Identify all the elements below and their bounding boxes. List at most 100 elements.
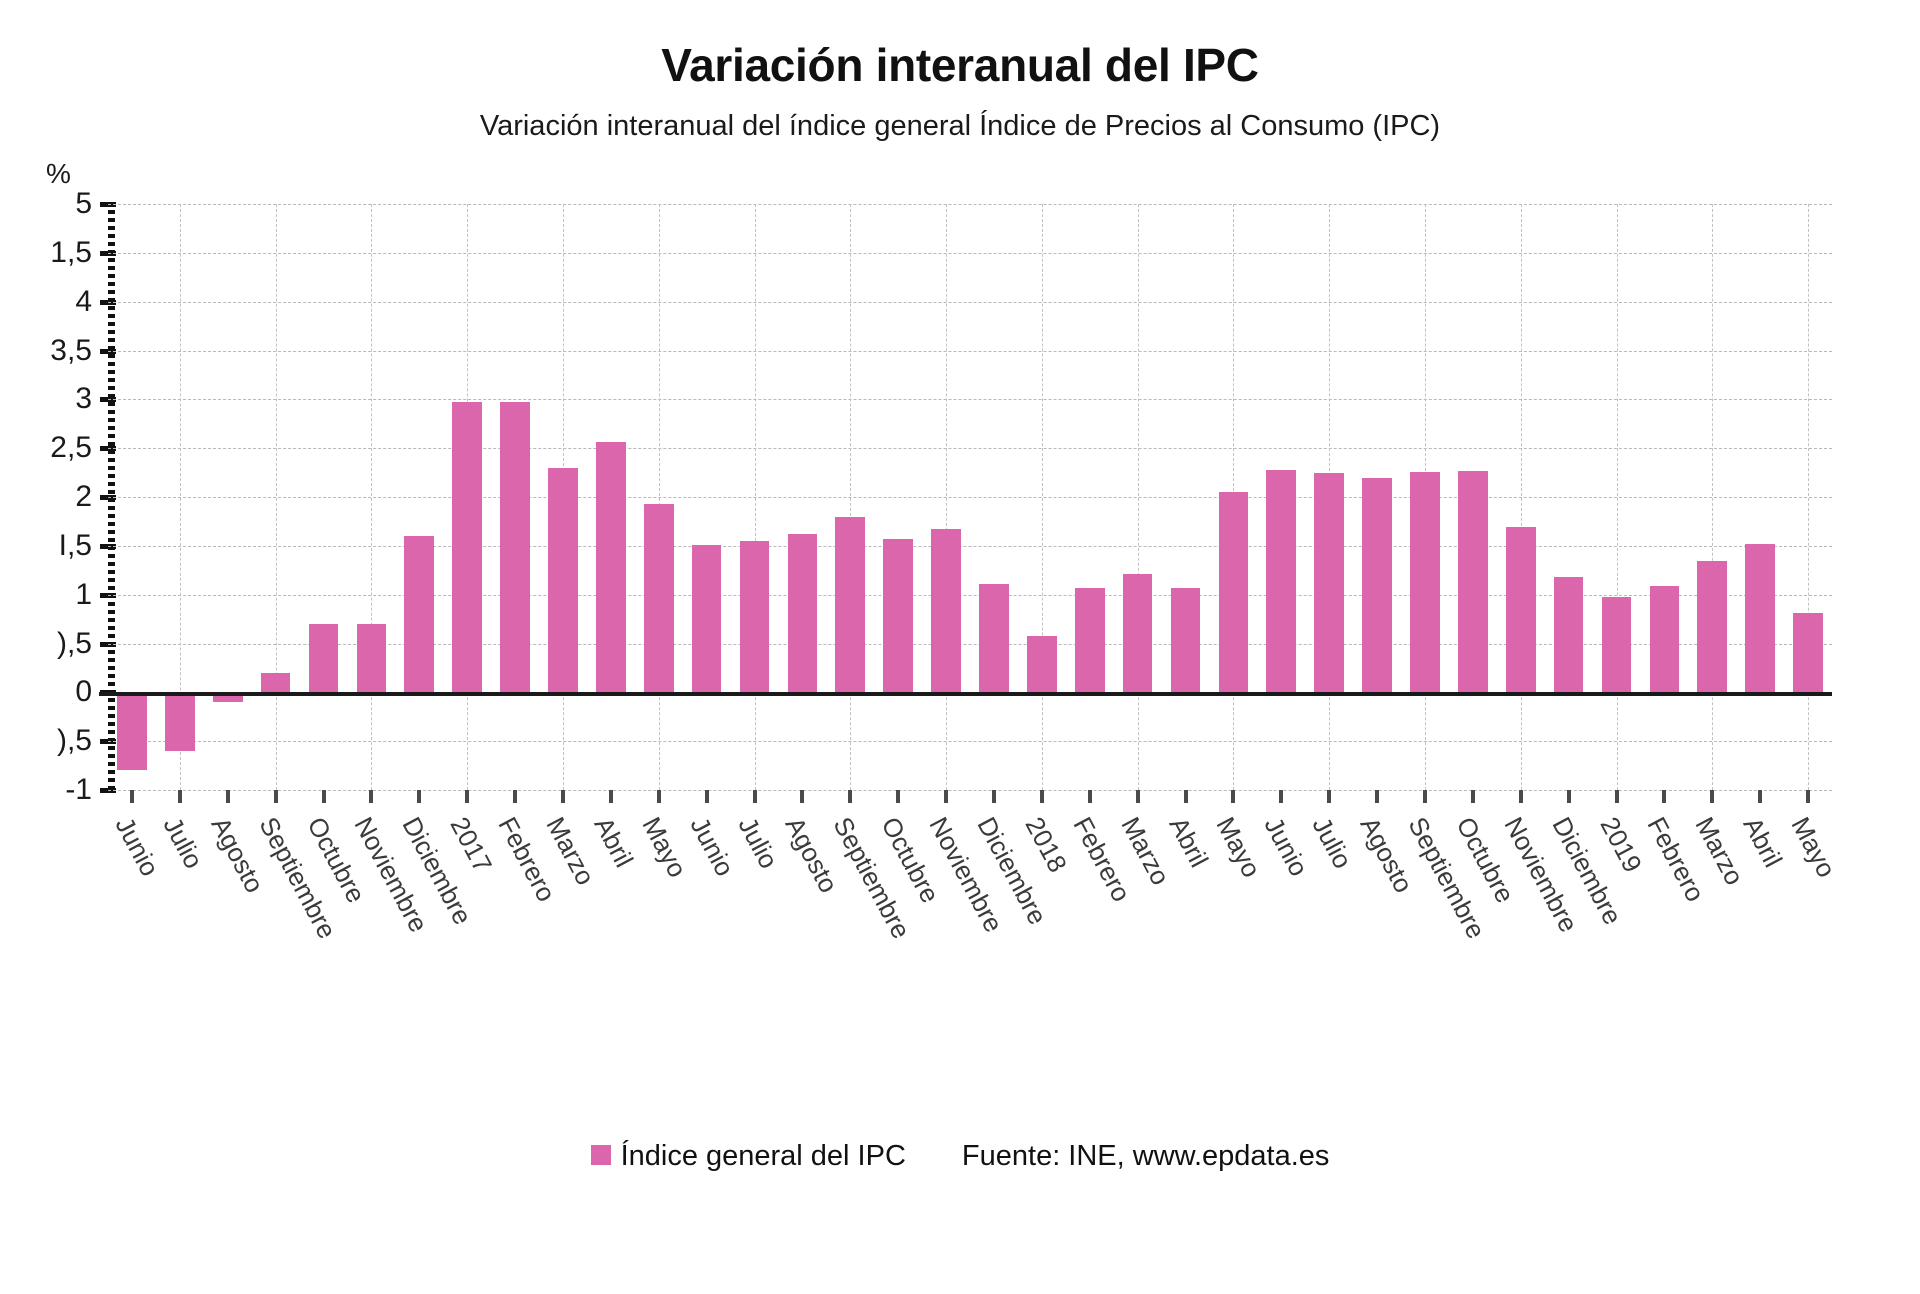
gridline-horizontal	[108, 301, 1832, 303]
bar	[883, 538, 913, 693]
x-axis-tick-label: Julio	[1306, 812, 1359, 874]
gridline-horizontal	[108, 448, 1832, 450]
x-axis-tick	[608, 790, 613, 803]
bar	[1505, 527, 1536, 693]
gridline-vertical	[850, 204, 852, 790]
bar	[1266, 469, 1297, 693]
gridline-vertical	[179, 204, 181, 790]
x-axis-tick	[417, 790, 422, 803]
gridline-vertical	[371, 204, 373, 790]
bar	[308, 623, 339, 693]
chart-legend: Índice general del IPC Fuente: INE, www.e…	[0, 1140, 1920, 1173]
x-axis-tick-label: Abril	[588, 812, 640, 873]
x-axis-tick	[321, 790, 326, 803]
x-axis-tick	[800, 790, 805, 803]
gridline-horizontal	[108, 252, 1832, 254]
x-axis-tick	[1375, 790, 1380, 803]
x-axis-tick	[656, 790, 661, 803]
x-axis-tick	[1327, 790, 1332, 803]
bar	[835, 516, 866, 693]
x-axis-tick	[848, 790, 853, 803]
gridline-vertical	[1137, 204, 1139, 790]
bar	[1745, 543, 1775, 693]
x-axis-tick	[1279, 790, 1284, 803]
x-axis-tick-label: Abril	[1163, 812, 1214, 873]
bar	[356, 623, 387, 693]
bar	[452, 402, 482, 693]
gridline-vertical	[1808, 204, 1810, 790]
y-axis-tick-label: 2	[75, 480, 92, 513]
y-axis-tick-label: 3,5	[50, 333, 92, 367]
x-axis-tick	[1231, 790, 1236, 803]
bar	[1026, 635, 1057, 693]
bar	[212, 692, 243, 703]
x-axis-tick-label: Mayo	[1785, 812, 1842, 883]
y-axis-tick-label: 2,5	[50, 431, 92, 465]
x-axis-tick	[704, 790, 709, 803]
bar	[979, 583, 1009, 693]
y-axis-tick-label: 5	[75, 187, 92, 220]
bar	[404, 536, 435, 693]
x-axis-tick	[991, 790, 996, 803]
x-axis-tick	[1039, 790, 1044, 803]
bar	[1697, 561, 1728, 693]
y-axis-tick-label: I,5	[58, 528, 92, 562]
gridline-horizontal	[108, 545, 1832, 547]
x-axis-tick	[1135, 790, 1140, 803]
x-axis-tick	[1710, 790, 1715, 803]
x-axis-tick	[1087, 790, 1092, 803]
bar	[739, 540, 770, 693]
bar	[1170, 587, 1201, 693]
page-title: Variación interanual del IPC	[661, 39, 1259, 91]
gridline-horizontal	[108, 350, 1832, 352]
x-axis-tick	[1566, 790, 1571, 803]
page-subtitle: Variación interanual del índice general …	[479, 110, 1441, 142]
x-axis-tick	[1422, 790, 1427, 803]
x-axis-tick-label: Mayo	[636, 812, 693, 883]
gridline-vertical	[754, 204, 756, 790]
bar	[643, 503, 674, 693]
x-axis-tick	[513, 790, 518, 803]
bar	[500, 402, 530, 693]
x-axis-tick	[1806, 790, 1811, 803]
gridline-horizontal	[108, 790, 1832, 791]
bar	[787, 534, 818, 693]
x-axis-tick	[369, 790, 374, 803]
x-axis-tick	[273, 790, 278, 803]
y-axis-tick-label: 3	[75, 382, 92, 416]
x-axis-tick	[465, 790, 470, 803]
bar	[1793, 613, 1823, 693]
x-axis-tick-label: Abril	[1737, 812, 1789, 873]
bar	[931, 529, 961, 693]
gridline-vertical	[1616, 204, 1618, 790]
bar	[1218, 492, 1249, 693]
x-axis-tick	[177, 790, 182, 803]
gridline-horizontal	[108, 643, 1832, 645]
x-axis-tick-label: Junio	[684, 812, 740, 881]
y-axis-unit-label: %	[46, 158, 71, 189]
x-axis-tick	[1470, 790, 1475, 803]
x-axis-tick	[225, 790, 230, 803]
bar	[164, 692, 195, 751]
bar	[260, 672, 291, 693]
bar	[1074, 587, 1105, 693]
y-axis-tick-label: ),5	[56, 626, 92, 660]
source-attribution: Fuente: INE, www.epdata.es	[961, 1140, 1330, 1172]
y-axis-tick-label: 4	[75, 284, 92, 318]
bar	[691, 544, 722, 693]
zero-baseline	[99, 692, 1832, 697]
legend-series-label: Índice general del IPC	[620, 1140, 906, 1172]
bar	[1601, 596, 1632, 693]
x-axis-tick	[1758, 790, 1763, 803]
y-axis-tick-label: ),5	[56, 724, 92, 758]
x-axis-tick	[560, 790, 565, 803]
bar	[1457, 470, 1488, 693]
y-axis-tick-label: 1,5	[50, 235, 92, 269]
plot-area	[99, 204, 1832, 791]
x-axis-tick	[944, 790, 949, 803]
x-axis-tick-label: Mayo	[1210, 812, 1268, 883]
gridline-vertical	[1712, 204, 1714, 790]
gridline-horizontal	[108, 741, 1832, 743]
x-axis-tick	[752, 790, 757, 803]
